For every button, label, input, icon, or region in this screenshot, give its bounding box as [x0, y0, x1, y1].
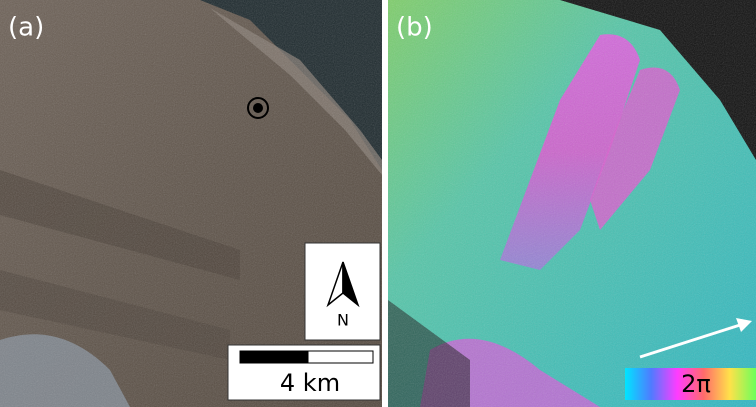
color-bar	[625, 368, 756, 400]
los-arrow-head	[736, 318, 752, 332]
north-arrow	[342, 261, 360, 308]
los-arrow	[639, 323, 741, 359]
scale-bar-black	[239, 350, 309, 364]
north-label: N	[337, 311, 349, 330]
panel-b: (b) 2π	[388, 0, 756, 407]
panel-label: (b)	[396, 13, 433, 43]
panel-label: (a)	[8, 13, 44, 43]
panel-a: (a) N 4 km	[0, 0, 382, 407]
site-marker	[247, 97, 269, 119]
scale-bar-white	[307, 350, 374, 364]
site-marker-dot	[253, 103, 263, 113]
scale-label: 4 km	[280, 369, 340, 397]
texture	[388, 0, 756, 407]
color-bar-label: 2π	[681, 370, 711, 398]
